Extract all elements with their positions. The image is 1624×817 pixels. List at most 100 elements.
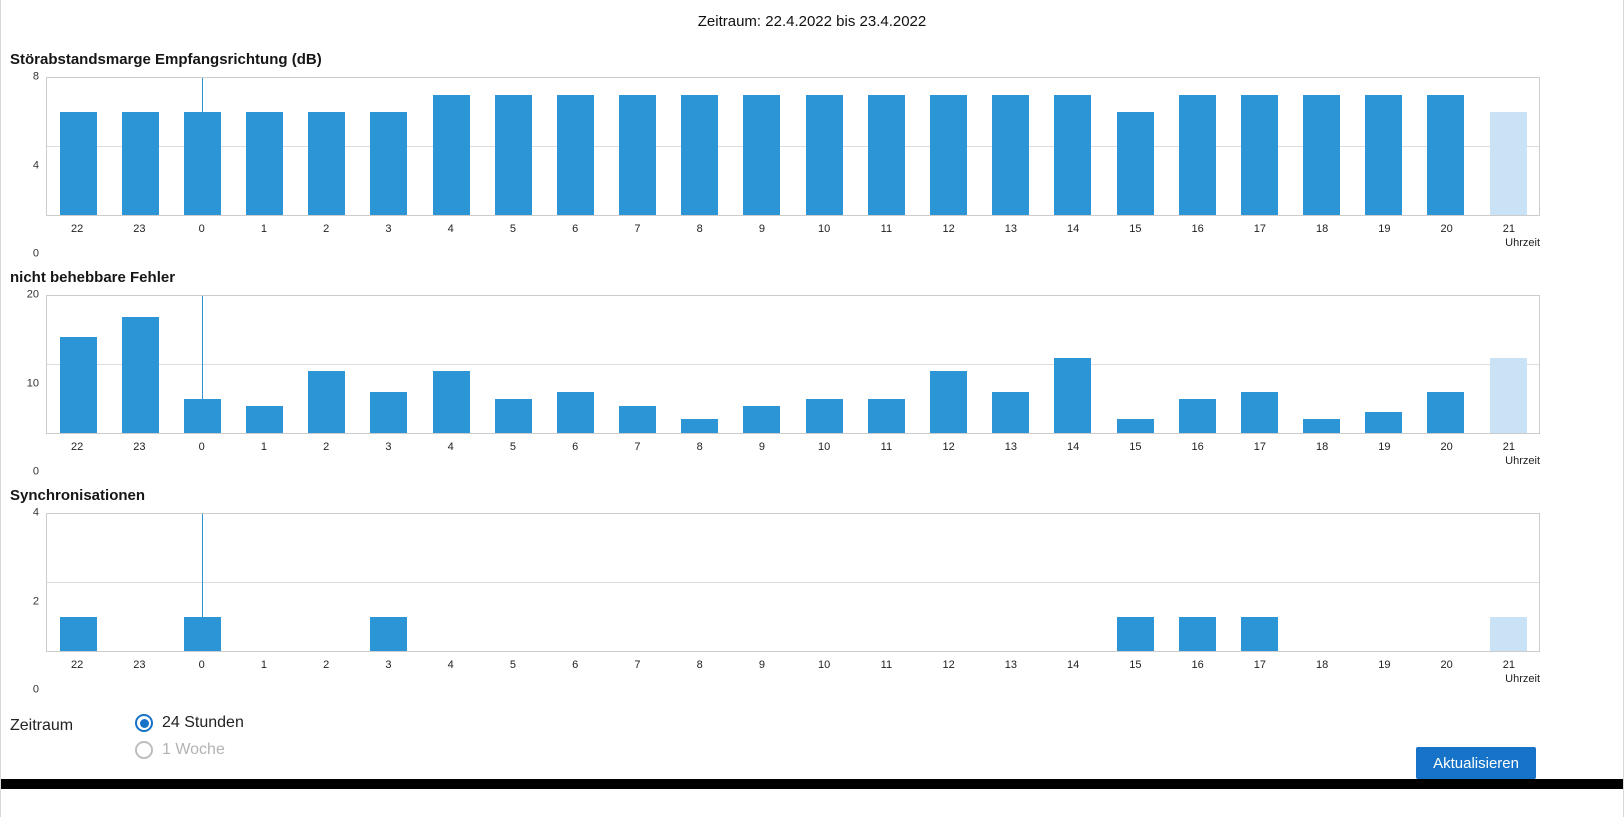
chart-column-0 <box>171 296 233 433</box>
bar-hour-12 <box>929 95 967 215</box>
x-tick-label: 8 <box>696 659 703 671</box>
x-tick-label: 5 <box>509 441 516 453</box>
x-tick-label: 0 <box>198 441 205 453</box>
gridline <box>47 145 1539 147</box>
bar-hour-15 <box>1116 419 1154 433</box>
chart-column-9 <box>731 514 793 651</box>
x-tick-label: 23 <box>133 441 146 453</box>
x-tick-label: 13 <box>1004 659 1017 671</box>
x-axis: 22 23 0 1 2 3 4 5 6 7 8 9 10 11 12 13 14 15 16 17 18 19 20 21 Uh… <box>46 652 1540 690</box>
chart-column-21 <box>1477 514 1539 651</box>
chart-column-11 <box>855 296 917 433</box>
x-tick-label: 0 <box>198 659 205 671</box>
bar-hour-0 <box>183 616 221 651</box>
chart-column-5 <box>482 296 544 433</box>
chart-column-18 <box>1290 514 1352 651</box>
x-tick-label: 20 <box>1440 659 1453 671</box>
y-tick-label: 10 <box>26 377 39 389</box>
chart-column-18 <box>1290 78 1352 215</box>
bar-hour-2 <box>308 371 346 433</box>
chart-column-7 <box>607 296 669 433</box>
bar-hour-15 <box>1116 112 1154 215</box>
chart-column-15 <box>1104 296 1166 433</box>
chart-title: Störabstandsmarge Empfangsrichtung (dB) <box>10 51 322 68</box>
x-tick-label: 4 <box>447 659 454 671</box>
chart-title: Synchronisationen <box>10 487 146 504</box>
x-tick-label: 14 <box>1067 659 1080 671</box>
chart-column-19 <box>1353 78 1415 215</box>
chart-column-12 <box>917 296 979 433</box>
chart-column-12 <box>917 78 979 215</box>
refresh-button[interactable]: Aktualisieren <box>1416 747 1536 779</box>
chart-column-21 <box>1477 296 1539 433</box>
chart-column-21 <box>1477 78 1539 215</box>
x-tick-label: 5 <box>509 659 516 671</box>
bar-hour-7 <box>619 95 657 215</box>
chart-column-1 <box>234 514 296 651</box>
bar-hour-12 <box>929 371 967 433</box>
x-tick-label: 12 <box>942 441 955 453</box>
chart-column-14 <box>1042 514 1104 651</box>
bar-hour-5 <box>494 95 532 215</box>
chart-column-4 <box>420 296 482 433</box>
gridline <box>47 363 1539 365</box>
x-tick-label: 22 <box>71 441 84 453</box>
bar-hour-16 <box>1178 616 1216 651</box>
bar-hour-6 <box>556 95 594 215</box>
chart-column-13 <box>980 78 1042 215</box>
x-tick-label: 9 <box>758 223 765 235</box>
bar-hour-3 <box>370 112 408 215</box>
bar-hour-20 <box>1427 95 1465 215</box>
bar-hour-1 <box>246 405 284 433</box>
bar-hour-10 <box>805 398 843 433</box>
chart-plot <box>46 77 1540 216</box>
chart-column-3 <box>358 78 420 215</box>
chart-column-12 <box>917 514 979 651</box>
x-tick-label: 2 <box>323 659 330 671</box>
radio-1-week[interactable]: 1 Woche <box>135 741 244 759</box>
x-tick-label: 7 <box>634 223 641 235</box>
chart-column-17 <box>1228 78 1290 215</box>
bar-hour-5 <box>494 398 532 433</box>
chart-column-5 <box>482 78 544 215</box>
chart-column-9 <box>731 296 793 433</box>
chart-plot <box>46 513 1540 652</box>
y-tick-label: 0 <box>32 247 39 260</box>
x-tick-label: 11 <box>880 659 893 671</box>
x-tick-label: 16 <box>1191 441 1204 453</box>
chart-column-19 <box>1353 514 1415 651</box>
bar-hour-16 <box>1178 398 1216 433</box>
chart-column-6 <box>544 78 606 215</box>
x-tick-label: 1 <box>260 659 267 671</box>
chart-column-23 <box>109 514 171 651</box>
chart-column-8 <box>669 296 731 433</box>
x-tick-label: 3 <box>385 441 392 453</box>
bar-hour-4 <box>432 95 470 215</box>
x-tick-label: 17 <box>1253 223 1266 235</box>
bar-hour-10 <box>805 95 843 215</box>
chart-column-0 <box>171 514 233 651</box>
footer-bar <box>0 779 1624 789</box>
period-label: Zeitraum <box>10 717 74 734</box>
y-tick-label: 0 <box>32 683 39 696</box>
bar-hour-14 <box>1054 357 1092 433</box>
x-tick-label: 3 <box>385 659 392 671</box>
chart-column-14 <box>1042 78 1104 215</box>
x-tick-label: 1 <box>260 223 267 235</box>
bar-hour-7 <box>619 405 657 433</box>
x-tick-label: 6 <box>572 223 579 235</box>
y-tick-label: 4 <box>32 159 39 171</box>
x-tick-label: 21 <box>1502 223 1515 235</box>
x-tick-label: 14 <box>1067 441 1080 453</box>
chart-column-22 <box>47 78 109 215</box>
chart-column-5 <box>482 514 544 651</box>
bar-hour-11 <box>867 398 905 433</box>
gridline <box>47 581 1539 583</box>
period-controls: Zeitraum 24 Stunden 1 Woche <box>10 714 244 759</box>
chart-column-4 <box>420 514 482 651</box>
y-tick-label: 20 <box>26 288 39 301</box>
chart-column-18 <box>1290 296 1352 433</box>
chart-column-7 <box>607 78 669 215</box>
radio-24-hours[interactable]: 24 Stunden <box>135 714 244 732</box>
